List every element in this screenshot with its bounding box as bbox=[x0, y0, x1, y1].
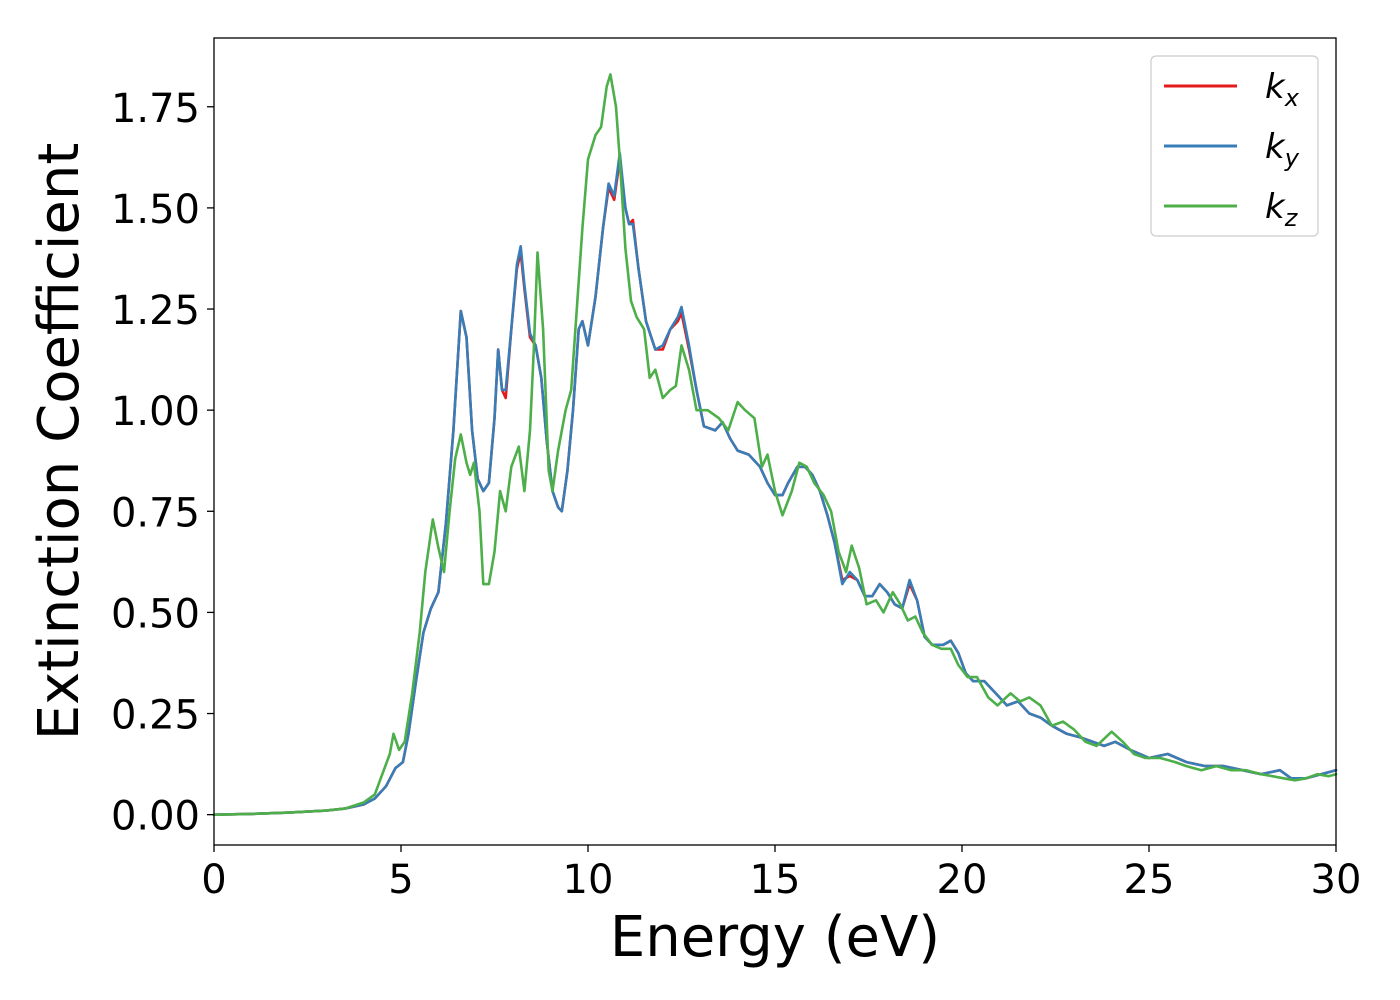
y-tick-label: 1.00 bbox=[111, 389, 200, 435]
plot-frame bbox=[213, 37, 1337, 846]
series-layer bbox=[212, 73, 1338, 816]
y-tick-label: 1.50 bbox=[111, 187, 200, 233]
series-line-z bbox=[212, 73, 1338, 816]
legend-entry-z: kz bbox=[1164, 187, 1299, 232]
legend-label-subscript: x bbox=[1284, 84, 1300, 112]
legend-entry-x: kx bbox=[1164, 67, 1300, 112]
y-tick-label: 0.50 bbox=[111, 591, 200, 637]
x-tick-label: 15 bbox=[750, 857, 801, 903]
legend-label: kx bbox=[1265, 67, 1300, 112]
x-tick-label: 20 bbox=[937, 857, 988, 903]
legend-label-subscript: z bbox=[1284, 204, 1299, 232]
y-tick-label: 1.75 bbox=[111, 86, 200, 132]
legend-entry-y: ky bbox=[1164, 127, 1300, 172]
legend-label: kz bbox=[1265, 187, 1299, 232]
legend-label: ky bbox=[1265, 127, 1300, 172]
x-tick-label: 30 bbox=[1311, 857, 1362, 903]
ticks-layer: 0 5 10 15 20 25 30 0.00 0.25 0.50 0.75 1.00 1.25 1.50… bbox=[111, 86, 1362, 903]
x-tick-label: 5 bbox=[388, 857, 413, 903]
x-axis-label: Energy (eV) bbox=[610, 905, 940, 970]
x-tick-label: 0 bbox=[201, 857, 226, 903]
y-axis-label: Extinction Coefficient bbox=[27, 143, 92, 741]
legend-label-base: k bbox=[1265, 67, 1286, 107]
y-tick-label: 0.75 bbox=[111, 490, 200, 536]
legend-label-base: k bbox=[1265, 187, 1286, 227]
series-line-y bbox=[212, 152, 1338, 816]
y-tick-label: 0.00 bbox=[111, 794, 200, 840]
x-tick-label: 25 bbox=[1124, 857, 1175, 903]
x-tick-label: 10 bbox=[563, 857, 614, 903]
legend-label-base: k bbox=[1265, 127, 1286, 167]
y-tick-label: 0.25 bbox=[111, 693, 200, 739]
y-tick-label: 1.25 bbox=[111, 288, 200, 334]
legend-label-subscript: y bbox=[1284, 144, 1300, 172]
